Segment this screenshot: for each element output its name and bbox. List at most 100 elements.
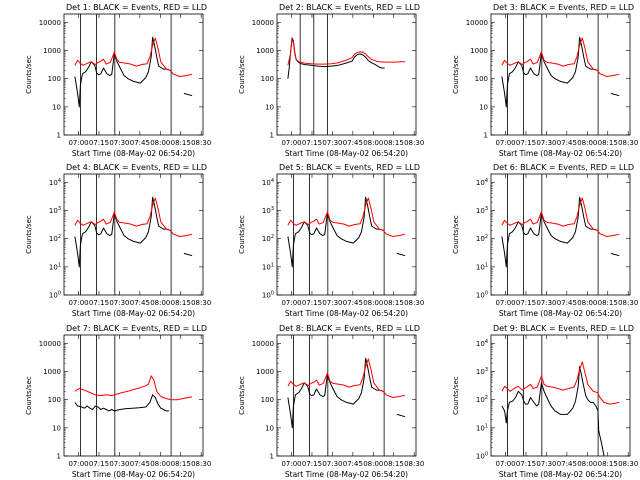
events-series (501, 196, 620, 268)
x-tick-label: 07:45 (343, 460, 363, 468)
y-tick-label: 10 (479, 103, 488, 111)
x-tick-label: 07:45 (557, 460, 577, 468)
plot-frame (276, 334, 417, 457)
x-tick-label: 07:45 (130, 460, 150, 468)
y-tick-label: 102 (262, 234, 274, 243)
chart-panel-2: Det 2: BLACK = Events, RED = LLD Counts/s… (238, 3, 424, 158)
x-tick-label: 07:30 (322, 299, 342, 307)
chart-panel-1: Det 1: BLACK = Events, RED = LLD Counts/s… (25, 3, 211, 158)
x-tick-label: 07:15 (516, 139, 536, 147)
chart-title: Det 8: BLACK = Events, RED = LLD (279, 324, 420, 333)
y-tick-label: 10 (265, 424, 274, 432)
x-tick-label: 08:15 (171, 139, 191, 147)
x-tick-label: 08:15 (598, 299, 618, 307)
lld-series (287, 38, 406, 66)
chart-panel-7: Det 7: BLACK = Events, RED = LLD Counts/s… (25, 324, 211, 479)
y-tick-label: 10000 (466, 19, 488, 27)
y-tick-label: 10000 (39, 19, 61, 27)
chart-panel-9: Det 9: BLACK = Events, RED = LLD Counts/s… (452, 324, 638, 479)
x-tick-label: 08:30 (618, 299, 638, 307)
plot-frame (63, 173, 204, 296)
chart-title: Det 3: BLACK = Events, RED = LLD (493, 3, 634, 12)
y-tick-label: 1000 (43, 368, 61, 376)
plot-frame (490, 13, 631, 136)
y-axis-label: Counts/sec (25, 376, 33, 415)
x-tick-label: 08:15 (171, 460, 191, 468)
x-tick-label: 07:45 (130, 139, 150, 147)
x-axis-label: Start Time (08-May-02 06:54:20) (499, 149, 622, 158)
events-series (74, 196, 193, 268)
events-series (501, 36, 620, 108)
y-tick-label: 101 (262, 262, 274, 271)
x-tick-label: 07:30 (322, 139, 342, 147)
x-tick-label: 08:30 (404, 460, 424, 468)
y-tick-label: 101 (476, 262, 488, 271)
y-tick-label: 100 (48, 396, 61, 404)
x-tick-label: 07:30 (322, 460, 342, 468)
x-axis-label: Start Time (08-May-02 06:54:20) (72, 149, 195, 158)
plot-frame (490, 173, 631, 296)
y-axis-label: Counts/sec (452, 376, 460, 415)
x-tick-label: 07:00 (495, 299, 515, 307)
x-tick-label: 07:30 (109, 460, 129, 468)
x-tick-label: 07:15 (302, 139, 322, 147)
y-tick-label: 1000 (256, 47, 274, 55)
plot-frame (276, 173, 417, 296)
y-axis-label: Counts/sec (25, 215, 33, 254)
x-tick-label: 08:30 (618, 460, 638, 468)
y-tick-label: 10000 (252, 19, 274, 27)
y-axis-label: Counts/sec (452, 215, 460, 254)
chart-title: Det 9: BLACK = Events, RED = LLD (493, 324, 634, 333)
x-axis-label: Start Time (08-May-02 06:54:20) (72, 309, 195, 318)
x-axis-label: Start Time (08-May-02 06:54:20) (285, 309, 408, 318)
x-tick-label: 07:00 (68, 139, 88, 147)
x-tick-label: 07:15 (302, 299, 322, 307)
y-axis-label: Counts/sec (25, 55, 33, 94)
events-series (287, 357, 406, 429)
x-tick-label: 08:00 (363, 139, 383, 147)
x-axis-label: Start Time (08-May-02 06:54:20) (499, 470, 622, 479)
x-tick-label: 07:15 (89, 139, 109, 147)
chart-panel-8: Det 8: BLACK = Events, RED = LLD Counts/s… (238, 324, 424, 479)
x-tick-label: 07:00 (495, 139, 515, 147)
x-tick-label: 07:15 (89, 299, 109, 307)
x-tick-label: 08:30 (618, 139, 638, 147)
y-tick-label: 1 (270, 132, 274, 140)
y-tick-label: 103 (476, 206, 488, 215)
x-tick-label: 08:15 (598, 460, 618, 468)
x-tick-label: 07:00 (68, 299, 88, 307)
y-tick-label: 100 (261, 75, 274, 83)
y-tick-label: 10000 (39, 340, 61, 348)
plot-frame (490, 334, 631, 457)
x-axis-label: Start Time (08-May-02 06:54:20) (499, 309, 622, 318)
x-tick-label: 07:30 (109, 139, 129, 147)
lld-series (501, 37, 620, 77)
x-tick-label: 08:15 (384, 460, 404, 468)
y-tick-label: 104 (476, 178, 488, 187)
y-tick-label: 100 (261, 396, 274, 404)
x-tick-label: 08:15 (384, 299, 404, 307)
plot-frame (63, 13, 204, 136)
x-tick-label: 07:00 (495, 460, 515, 468)
x-axis-label: Start Time (08-May-02 06:54:20) (285, 149, 408, 158)
x-tick-label: 07:30 (536, 139, 556, 147)
x-tick-label: 08:15 (598, 139, 618, 147)
y-tick-label: 104 (262, 178, 274, 187)
y-tick-label: 100 (262, 291, 274, 300)
lld-series (74, 37, 193, 77)
y-axis-label: Counts/sec (238, 55, 246, 94)
x-axis-label: Start Time (08-May-02 06:54:20) (285, 470, 408, 479)
y-tick-label: 1000 (470, 47, 488, 55)
y-tick-label: 100 (476, 291, 488, 300)
y-tick-label: 102 (49, 234, 61, 243)
lld-series (74, 197, 193, 237)
y-tick-label: 100 (475, 75, 488, 83)
lld-series (501, 197, 620, 237)
y-tick-label: 101 (49, 262, 61, 271)
x-tick-label: 07:45 (343, 299, 363, 307)
x-tick-label: 07:00 (281, 299, 301, 307)
x-tick-label: 08:00 (363, 299, 383, 307)
chart-title: Det 1: BLACK = Events, RED = LLD (66, 3, 207, 12)
x-tick-label: 07:15 (302, 460, 322, 468)
